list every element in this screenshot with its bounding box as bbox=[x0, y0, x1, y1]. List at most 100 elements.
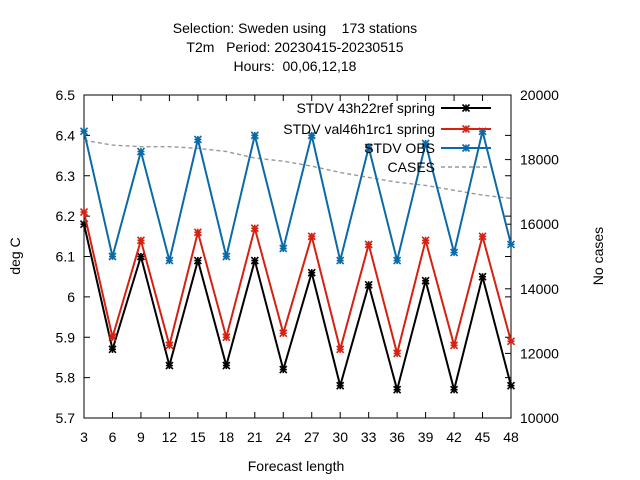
data-point bbox=[222, 252, 231, 261]
legend-label: CASES bbox=[388, 159, 435, 175]
series-1 bbox=[79, 208, 516, 358]
y2-axis: 10000 12000 14000 16000 18000 20000 bbox=[505, 87, 559, 426]
title-line-1: Selection: Sweden using 173 stations bbox=[173, 20, 417, 36]
x-tick-label: 36 bbox=[389, 429, 405, 445]
plot-frame bbox=[83, 94, 512, 419]
y2-tick-label: 10000 bbox=[520, 410, 559, 426]
x-tick-label: 3 bbox=[80, 429, 88, 445]
data-point bbox=[506, 381, 516, 390]
series-line bbox=[83, 131, 512, 261]
x-tick-label: 9 bbox=[137, 429, 145, 445]
y2-axis-label: No cases bbox=[590, 227, 606, 285]
chart-title: Selection: Sweden using 173 stations T2m… bbox=[173, 20, 417, 74]
data-point bbox=[364, 240, 373, 249]
title-line-3: Hours: 00,06,12,18 bbox=[234, 58, 357, 74]
y-tick-label: 5.7 bbox=[56, 410, 76, 426]
x-tick-label: 18 bbox=[219, 429, 235, 445]
x-axis-label: Forecast length bbox=[248, 458, 345, 474]
x-tick-label: 15 bbox=[190, 429, 206, 445]
y-tick-label: 5.8 bbox=[56, 370, 76, 386]
y2-tick-label: 18000 bbox=[520, 152, 559, 168]
data-point bbox=[193, 228, 202, 237]
legend-marker bbox=[461, 124, 471, 134]
y-tick-label: 6.4 bbox=[56, 127, 76, 143]
y-axis: 5.7 5.8 5.9 6 6.1 6.2 6.3 6.4 6.5 bbox=[56, 87, 511, 426]
data-point bbox=[421, 236, 430, 245]
data-point bbox=[478, 232, 487, 241]
x-tick-label: 12 bbox=[162, 429, 178, 445]
series-0 bbox=[79, 220, 516, 394]
x-tick-label: 45 bbox=[475, 429, 491, 445]
data-point bbox=[222, 333, 231, 342]
series-layer bbox=[79, 127, 516, 394]
y2-tick-label: 12000 bbox=[520, 345, 559, 361]
legend-label: STDV val46h1rc1 spring bbox=[283, 121, 435, 137]
x-tick-label: 6 bbox=[109, 429, 117, 445]
data-point bbox=[165, 361, 174, 370]
data-point bbox=[79, 208, 89, 217]
y-axis-label: deg C bbox=[7, 237, 23, 274]
x-tick-label: 27 bbox=[304, 429, 320, 445]
legend: STDV 43h22ref spring STDV val46h1rc1 spri… bbox=[283, 100, 491, 175]
series-line bbox=[83, 211, 512, 354]
y2-tick-label: 20000 bbox=[520, 87, 559, 103]
data-point bbox=[393, 256, 402, 265]
series-2 bbox=[79, 127, 516, 265]
y-tick-label: 6 bbox=[67, 289, 75, 305]
data-point bbox=[450, 385, 459, 394]
data-point bbox=[279, 329, 288, 338]
data-point bbox=[136, 252, 145, 261]
data-point bbox=[393, 385, 402, 394]
data-point bbox=[307, 268, 316, 277]
data-point bbox=[307, 131, 316, 140]
legend-label: STDV 43h22ref spring bbox=[296, 100, 435, 116]
x-tick-label: 24 bbox=[275, 429, 291, 445]
data-point bbox=[165, 341, 174, 350]
y-tick-label: 6.1 bbox=[56, 249, 76, 265]
data-point bbox=[506, 337, 516, 346]
data-point bbox=[336, 381, 345, 390]
series-line bbox=[83, 139, 512, 200]
title-line-2: T2m Period: 20230415-20230515 bbox=[186, 39, 403, 55]
data-point bbox=[222, 361, 231, 370]
series-3 bbox=[83, 139, 512, 200]
series-line bbox=[83, 223, 512, 394]
x-tick-label: 42 bbox=[446, 429, 462, 445]
y-tick-label: 6.5 bbox=[56, 87, 76, 103]
x-tick-label: 21 bbox=[247, 429, 263, 445]
data-point bbox=[108, 345, 117, 354]
legend-marker bbox=[461, 103, 471, 113]
data-point bbox=[450, 341, 459, 350]
x-tick-label: 48 bbox=[503, 429, 519, 445]
data-point bbox=[421, 276, 430, 285]
legend-marker bbox=[461, 143, 471, 153]
x-tick-label: 39 bbox=[418, 429, 434, 445]
x-tick-label: 33 bbox=[361, 429, 377, 445]
data-point bbox=[108, 252, 117, 261]
data-point bbox=[193, 135, 202, 144]
data-point bbox=[136, 236, 145, 245]
y-tick-label: 5.9 bbox=[56, 329, 76, 345]
data-point bbox=[364, 280, 373, 289]
legend-label: STDV OBS bbox=[364, 140, 435, 156]
data-point bbox=[136, 147, 145, 156]
y2-tick-label: 14000 bbox=[520, 281, 559, 297]
data-point bbox=[336, 345, 345, 354]
y2-tick-label: 16000 bbox=[520, 216, 559, 232]
data-point bbox=[193, 256, 202, 265]
data-point bbox=[450, 248, 459, 257]
data-point bbox=[506, 240, 516, 249]
data-point bbox=[108, 333, 117, 342]
data-point bbox=[336, 256, 345, 265]
x-axis: 3 6 9 12 15 18 21 24 27 30 33 36 39 42 45 48 bbox=[80, 95, 519, 445]
data-point bbox=[279, 365, 288, 374]
data-point bbox=[307, 232, 316, 241]
data-point bbox=[478, 272, 487, 281]
data-point bbox=[250, 224, 259, 233]
data-point bbox=[250, 256, 259, 265]
y-tick-label: 6.3 bbox=[56, 168, 76, 184]
data-point bbox=[279, 244, 288, 253]
data-point bbox=[79, 127, 89, 136]
data-point bbox=[165, 256, 174, 265]
